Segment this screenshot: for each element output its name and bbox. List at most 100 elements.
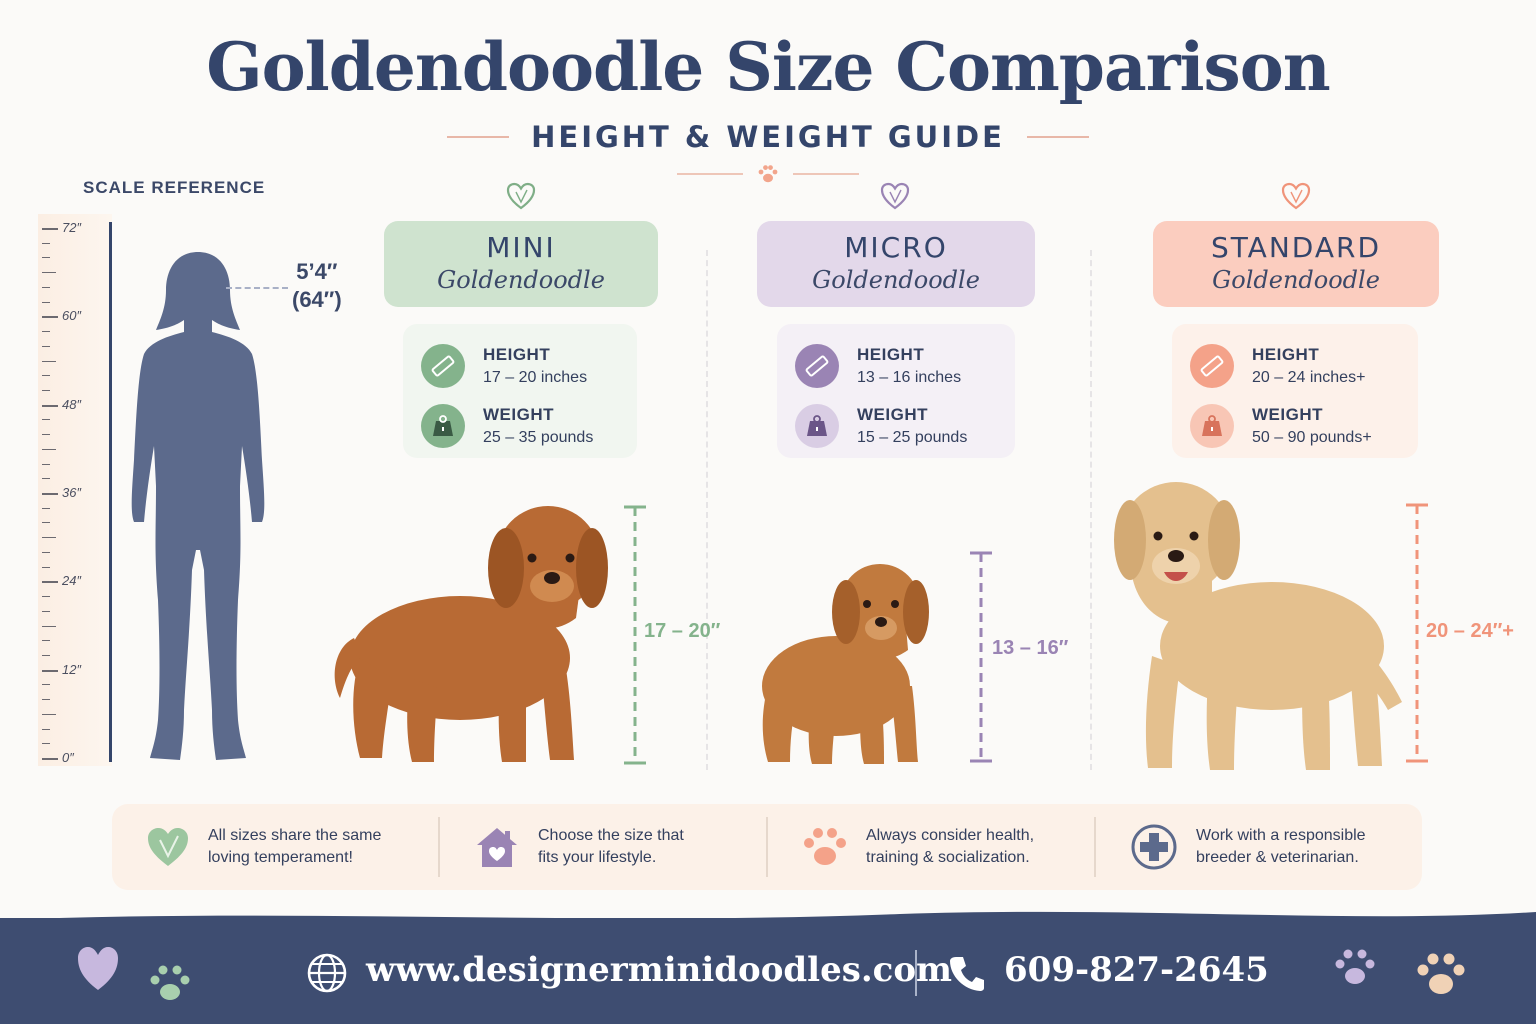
tip-text-line: breeder & veterinarian.: [1196, 849, 1359, 866]
ruler-tick: [42, 419, 50, 421]
phone-icon: [950, 957, 984, 991]
scale-weight-icon: [421, 404, 465, 448]
mini-height-row: HEIGHT 17 – 20 inches: [421, 338, 619, 394]
mini-breed-name: Goldendoodle: [437, 266, 605, 294]
footer-bar: [0, 918, 1536, 1024]
ruler-tick: [42, 713, 56, 715]
ruler-tick: [42, 448, 56, 450]
mini-weight-value: 25 – 35 pounds: [483, 429, 594, 446]
footer-divider: [915, 950, 917, 996]
tip-item: Work with a responsible breeder & veteri…: [1094, 817, 1422, 877]
ruler-tick: [42, 640, 50, 642]
globe-icon: [307, 953, 347, 993]
divider: [677, 173, 743, 175]
home-heart-icon: [477, 828, 517, 867]
standard-title-card: STANDARD Goldendoodle: [1153, 221, 1439, 307]
ruler-tick: [42, 507, 50, 509]
standard-weight-label: WEIGHT: [1252, 405, 1323, 424]
tip-text-line: fits your lifestyle.: [538, 849, 657, 866]
standard-weight-row: WEIGHT 50 – 90 pounds+: [1190, 398, 1400, 454]
paw-icon: [1417, 953, 1465, 994]
standard-height-value: 20 – 24 inches+: [1252, 369, 1366, 386]
divider: [1026, 136, 1089, 138]
ruler-icon: [795, 344, 839, 388]
person-height-marker: [226, 287, 288, 289]
tip-text-line: training & socialization.: [866, 849, 1030, 866]
ruler-tick: [42, 581, 58, 584]
ruler-tick: [42, 257, 50, 259]
ruler-tick-label: 36″: [62, 485, 82, 500]
standard-goldendoodle-dog: [1114, 482, 1402, 770]
divider: [793, 173, 859, 175]
micro-height-label: HEIGHT: [857, 345, 925, 364]
heart-icon: [148, 828, 188, 866]
micro-stats-card: HEIGHT 13 – 16 inches WEIGHT 15 – 25 pou…: [777, 324, 1015, 458]
website-link[interactable]: www.designerminidoodles.com: [366, 950, 953, 990]
heart-icon: [880, 182, 910, 210]
scale-reference-label: SCALE REFERENCE: [83, 178, 266, 197]
ruler-tick: [42, 345, 50, 347]
ruler-tick: [42, 551, 50, 553]
ruler-axis-line: [109, 222, 112, 762]
scale-weight-icon: [795, 404, 839, 448]
standard-weight-value: 50 – 90 pounds+: [1252, 429, 1372, 446]
ruler-tick-label: 24″: [62, 573, 82, 589]
heart-icon: [1281, 182, 1311, 210]
standard-height-row: HEIGHT 20 – 24 inches+: [1190, 338, 1400, 394]
ruler-tick: [42, 331, 50, 333]
ruler-tick: [42, 493, 58, 495]
micro-height-row: HEIGHT 13 – 16 inches: [795, 338, 997, 394]
ruler-tick: [42, 434, 50, 436]
ruler-tick: [42, 478, 50, 480]
tip-item: All sizes share the same loving temperam…: [112, 817, 438, 877]
standard-height-bracket: [1406, 503, 1428, 763]
tip-text-line: Choose the size that: [538, 827, 684, 844]
micro-size-name: MICRO: [844, 231, 948, 264]
ruler-tick: [42, 699, 50, 701]
micro-weight-row: WEIGHT 15 – 25 pounds: [795, 398, 997, 454]
person-silhouette-icon: [131, 252, 265, 760]
mini-height-label: HEIGHT: [483, 345, 551, 364]
micro-height-measure: 13 – 16″: [992, 637, 1069, 659]
ruler-tick: [42, 228, 58, 230]
person-height-label: 5’4″ (64″): [292, 258, 342, 314]
standard-height-label: HEIGHT: [1252, 345, 1320, 364]
ruler-tick: [42, 625, 56, 627]
ruler-tick: [42, 316, 58, 319]
ruler-icon: [421, 344, 465, 388]
tip-text-line: loving temperament!: [208, 849, 353, 866]
scale-weight-icon: [1190, 404, 1234, 448]
ruler-tick: [42, 758, 58, 760]
medical-cross-icon: [1131, 824, 1177, 870]
ruler-tick: [42, 375, 50, 377]
mini-size-name: MINI: [486, 231, 556, 264]
column-divider: [1090, 250, 1092, 770]
mini-weight-row: WEIGHT 25 – 35 pounds: [421, 398, 619, 454]
ruler-icon: [1190, 344, 1234, 388]
ruler-tick: [42, 286, 50, 288]
height-ruler: 0″ 12″ 24″ 36″ 48″ 60″ 72″: [38, 214, 112, 766]
ruler-tick: [42, 684, 50, 686]
micro-breed-name: Goldendoodle: [812, 266, 980, 294]
ruler-tick: [42, 728, 50, 730]
mini-title-card: MINI Goldendoodle: [384, 221, 658, 307]
heart-icon: [506, 182, 536, 210]
page-subtitle: HEIGHT & WEIGHT GUIDE: [531, 120, 1005, 154]
paw-icon: [758, 165, 778, 183]
ruler-tick: [42, 301, 50, 303]
paw-icon: [150, 965, 190, 1000]
subtitle-row: HEIGHT & WEIGHT GUIDE: [0, 120, 1536, 154]
micro-weight-value: 15 – 25 pounds: [857, 429, 968, 446]
ruler-tick: [42, 360, 56, 362]
tip-text-line: Always consider health,: [866, 827, 1035, 844]
ruler-tick: [42, 522, 50, 524]
ruler-tick: [42, 743, 50, 745]
micro-weight-label: WEIGHT: [857, 405, 928, 424]
mini-goldendoodle-dog: [334, 506, 608, 762]
divider: [447, 136, 510, 138]
mini-height-bracket: [624, 505, 646, 765]
ruler-tick: [42, 404, 58, 407]
phone-number-link[interactable]: 609-827-2645: [1004, 950, 1269, 990]
standard-stats-card: HEIGHT 20 – 24 inches+ WEIGHT 50 – 90 po…: [1172, 324, 1418, 458]
heart-icon: [78, 947, 118, 990]
